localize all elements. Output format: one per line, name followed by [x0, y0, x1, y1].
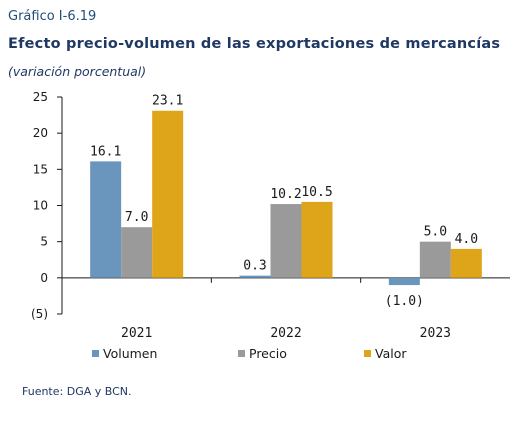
legend-swatch-valor: [364, 350, 371, 357]
bar-volumen-2022: [239, 275, 271, 278]
legend-label-precio: Precio: [249, 346, 287, 361]
data-label-valor-2021: 23.1: [152, 94, 183, 109]
data-label-volumen-2023: (1.0): [385, 294, 424, 309]
data-label-valor-2023: 4.0: [455, 232, 478, 247]
bar-precio-2021: [121, 227, 153, 278]
data-label-precio-2022: 10.2: [270, 187, 301, 202]
y-tick-label: (5): [31, 307, 48, 321]
bar-volumen-2021: [90, 161, 122, 278]
data-label-volumen-2021: 16.1: [90, 144, 121, 159]
y-tick-label: 25: [33, 90, 48, 104]
bar-volumen-2023: [388, 277, 420, 286]
legend-label-volumen: Volumen: [103, 346, 157, 361]
y-tick-label: 10: [33, 199, 48, 213]
x-tick-label: 2022: [270, 326, 301, 341]
chart-source: Fuente: DGA y BCN.: [22, 385, 132, 398]
data-label-valor-2022: 10.5: [301, 185, 332, 200]
bar-precio-2022: [270, 204, 302, 278]
chart-label: Gráfico I-6.19: [8, 9, 97, 24]
data-label-volumen-2022: 0.3: [243, 259, 266, 274]
x-tick-label: 2021: [121, 326, 152, 341]
bar-precio-2023: [419, 241, 451, 278]
y-tick-label: 15: [33, 162, 48, 176]
data-label-precio-2021: 7.0: [125, 210, 148, 225]
bar-valor-2022: [301, 201, 333, 278]
legend-swatch-precio: [238, 350, 245, 357]
bar-valor-2021: [152, 110, 184, 278]
x-tick-label: 2023: [420, 326, 451, 341]
y-tick-label: 0: [40, 271, 48, 285]
bar-valor-2023: [450, 248, 482, 278]
legend-swatch-volumen: [92, 350, 99, 357]
chart-title: Efecto precio-volumen de las exportacion…: [8, 36, 501, 52]
y-tick-label: 5: [40, 235, 48, 249]
y-tick-label: 20: [33, 126, 48, 140]
chart-subtitle: (variación porcentual): [8, 64, 147, 79]
data-label-precio-2023: 5.0: [424, 225, 447, 240]
legend-label-valor: Valor: [375, 346, 407, 361]
